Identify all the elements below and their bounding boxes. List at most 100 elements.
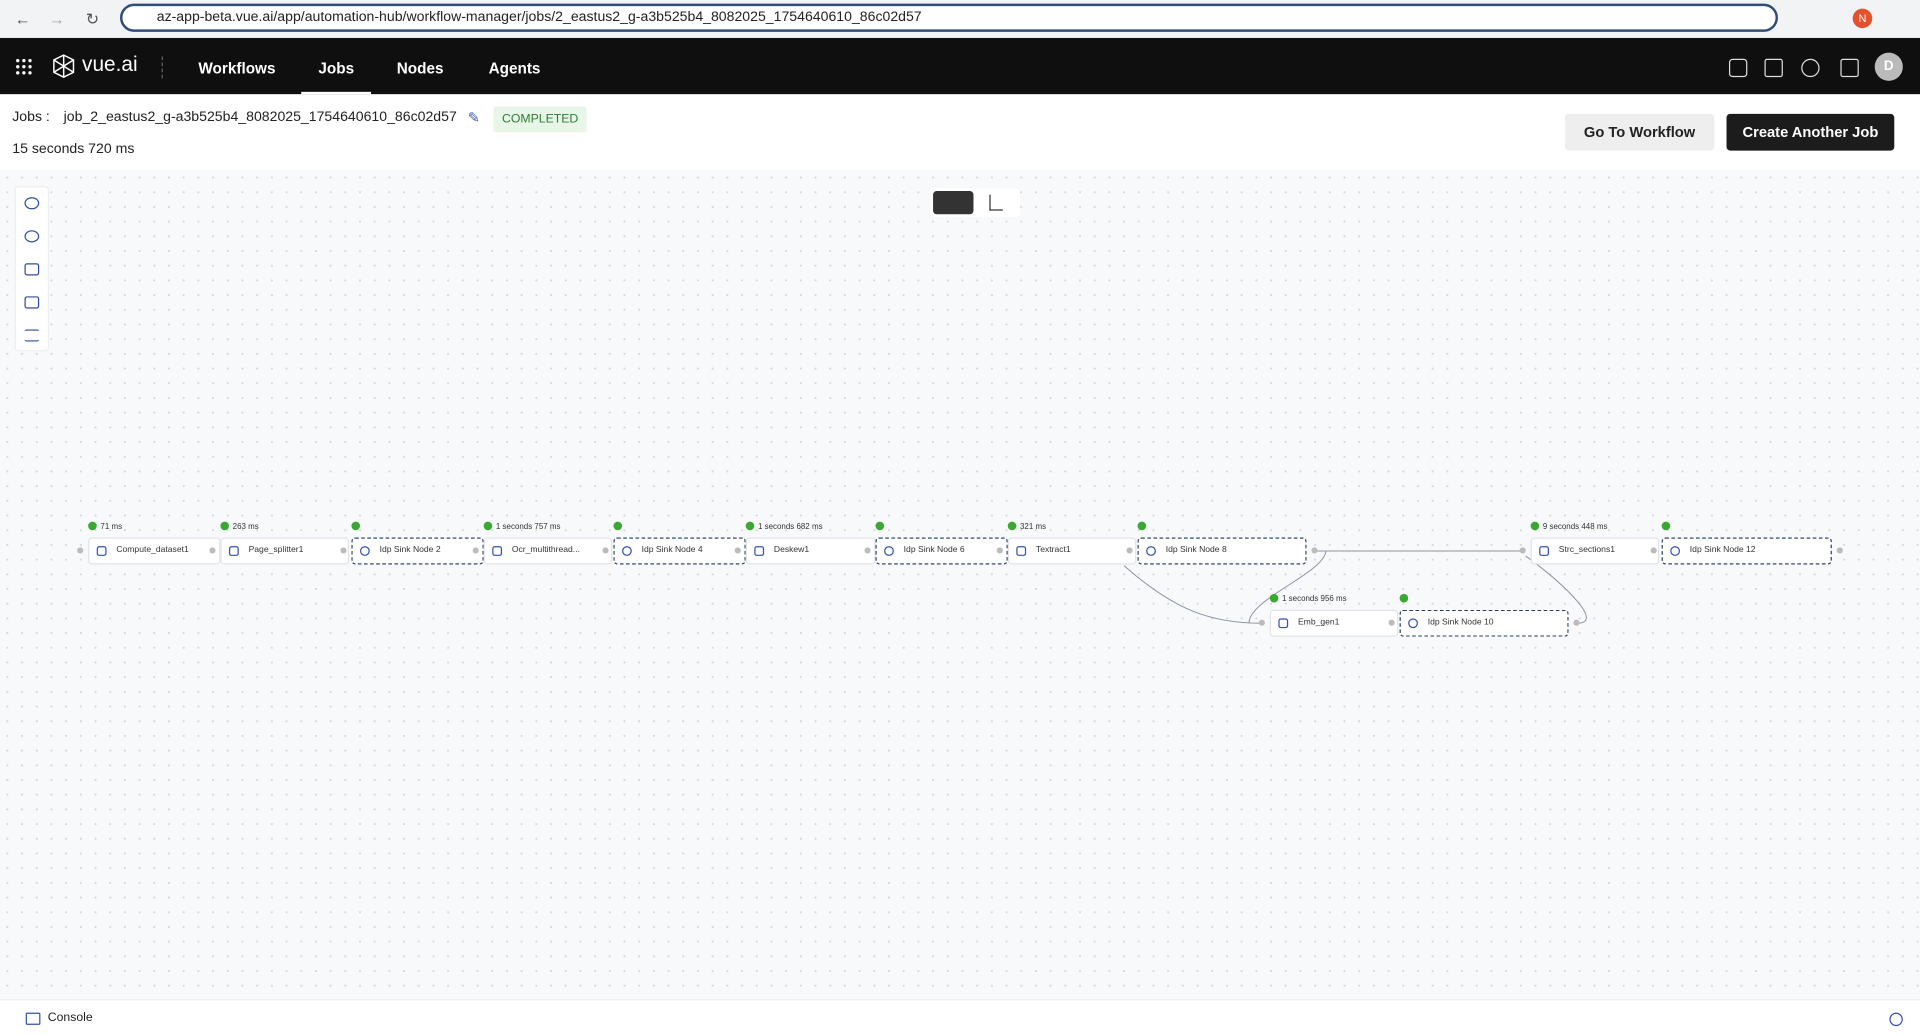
input-port (340, 547, 347, 554)
node-time: 71 ms (100, 522, 123, 532)
node-status: 1 seconds 757 ms (483, 521, 561, 533)
nav-item[interactable]: Agents (488, 60, 541, 78)
flag-icon[interactable] (1840, 58, 1859, 78)
node-icon (96, 546, 107, 556)
node-icon (1016, 546, 1027, 556)
success-icon (483, 521, 493, 531)
create-job-button[interactable]: Create Another Job (1726, 113, 1895, 151)
back-button[interactable]: ← (14, 9, 31, 29)
go-to-workflow-button[interactable]: Go To Workflow (1564, 113, 1715, 151)
success-icon (220, 521, 229, 531)
node-time: 321 ms (1020, 522, 1047, 532)
zoom-out[interactable] (24, 230, 40, 243)
node-label: Idp Sink Node 10 (1427, 618, 1494, 627)
success-icon (1399, 593, 1409, 603)
input-port (1388, 619, 1395, 626)
url: az-app-beta.vue.ai/app/automation-hub/wo… (156, 9, 922, 25)
node-icon (492, 546, 503, 556)
job-name: job_2_eastus2_g-a3b525b4_8082025_1754640… (63, 110, 457, 125)
logo-icon (53, 54, 75, 78)
node-status: 71 ms (88, 521, 123, 533)
node-status (613, 521, 625, 533)
node-icon (228, 546, 239, 556)
node-label: Idp Sink Node 8 (1165, 546, 1227, 555)
workflow-node[interactable]: Strc_sections1 (1530, 537, 1660, 565)
node-status (351, 521, 363, 533)
node-label: Idp Sink Node 4 (641, 546, 703, 555)
node-icon (1408, 618, 1418, 629)
jobs-label: Jobs : (12, 110, 50, 125)
console-label[interactable]: Console (47, 1011, 93, 1025)
input-port (1519, 547, 1526, 554)
workflow-node[interactable]: Emb_gen1 (1269, 609, 1399, 637)
nav-item[interactable]: Jobs (301, 38, 372, 95)
workflow-node[interactable]: Deskew1 (745, 537, 876, 565)
success-icon (613, 521, 623, 531)
input-port (472, 547, 479, 554)
node-status: 1 seconds 956 ms (1269, 593, 1347, 605)
workflow-node[interactable]: Idp Sink Node 12 (1661, 537, 1832, 565)
canvas-toolbar (14, 186, 49, 352)
tree-view-button[interactable] (989, 194, 1003, 211)
input-port (1126, 547, 1133, 554)
workflow-canvas: 71 ms Compute_dataset1 263 ms Page_splitter… (0, 170, 1920, 1000)
output-port (1311, 547, 1318, 554)
workflow-node[interactable]: Idp Sink Node 2 (351, 537, 484, 565)
node-label: Page_splitter1 (248, 546, 304, 555)
workflow-node[interactable]: Page_splitter1 (220, 537, 349, 565)
profile-avatar[interactable]: N (1852, 8, 1873, 29)
output-port (1573, 619, 1580, 626)
node-label: Deskew1 (773, 546, 810, 555)
nav-item[interactable]: Workflows (198, 60, 276, 78)
node-label: Textract1 (1035, 546, 1071, 555)
workflow-node[interactable]: Idp Sink Node 4 (613, 537, 746, 565)
workflow-node[interactable]: Ocr_multithread... (483, 537, 613, 565)
graph-view-button[interactable] (933, 191, 974, 215)
nav-item[interactable]: Nodes (396, 60, 444, 78)
node-time: 1 seconds 682 ms (757, 522, 823, 532)
user-avatar[interactable]: D (1874, 52, 1903, 81)
node-icon (360, 546, 370, 556)
apps-icon[interactable] (14, 57, 32, 75)
workflow-node[interactable]: Compute_dataset1 (88, 537, 221, 565)
workflow-node[interactable]: Idp Sink Node 8 (1137, 537, 1307, 565)
top-nav: vue.ai Workflows Jobs Nodes Agents D (0, 37, 1920, 95)
node-status (1399, 593, 1412, 605)
output-port (1836, 547, 1843, 554)
node-time: 263 ms (232, 522, 259, 532)
menu[interactable] (24, 329, 40, 342)
store-icon[interactable] (1764, 58, 1783, 78)
job-header: Jobs : job_2_eastus2_g-a3b525b4_8082025_… (0, 94, 1920, 172)
workflow-node[interactable]: Textract1 (1007, 537, 1137, 565)
node-icon (1278, 618, 1289, 629)
auto-layout[interactable] (24, 296, 40, 309)
workflow-node[interactable]: Idp Sink Node 10 (1399, 609, 1569, 637)
help-icon[interactable] (1801, 58, 1820, 78)
edge (1525, 555, 1587, 624)
edge (1123, 565, 1262, 624)
node-status: 263 ms (220, 521, 259, 533)
address-bar[interactable]: az-app-beta.vue.ai/app/automation-hub/wo… (120, 3, 1778, 32)
logo-text[interactable]: vue.ai (82, 52, 138, 76)
node-status: 9 seconds 448 ms (1530, 521, 1607, 533)
node-label: Idp Sink Node 6 (903, 546, 965, 555)
input-port (864, 547, 871, 554)
ai-icon[interactable] (1728, 58, 1748, 78)
node-icon (1670, 546, 1681, 556)
workflow-node[interactable]: Idp Sink Node 6 (875, 537, 1008, 565)
browser-bar: ← → ↻ az-app-beta.vue.ai/app/automation-… (0, 0, 1920, 40)
forward-button[interactable]: → (48, 9, 65, 29)
edit-icon[interactable]: ✎ (467, 108, 481, 127)
expand-icon[interactable] (1889, 1012, 1903, 1027)
node-status: 321 ms (1007, 521, 1047, 533)
fit-view[interactable] (24, 263, 40, 276)
input-port (209, 547, 216, 554)
job-duration: 15 seconds 720 ms (12, 142, 135, 157)
zoom-in[interactable] (24, 197, 40, 210)
success-icon (1137, 521, 1147, 531)
node-icon (754, 546, 765, 556)
reload-button[interactable]: ↻ (85, 9, 100, 29)
node-time: 1 seconds 757 ms (495, 522, 561, 532)
success-icon (1530, 521, 1540, 531)
